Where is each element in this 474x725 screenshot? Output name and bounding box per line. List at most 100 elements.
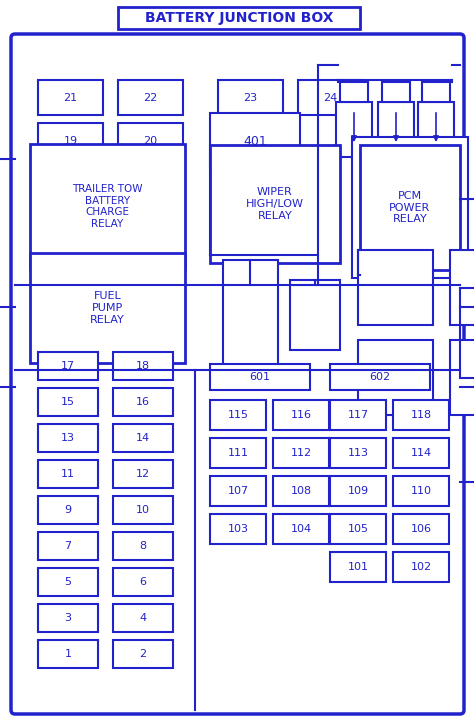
Text: 14: 14 bbox=[136, 433, 150, 443]
Bar bbox=[290, 280, 340, 350]
Text: 17: 17 bbox=[61, 361, 75, 371]
Bar bbox=[393, 476, 449, 506]
Bar bbox=[113, 568, 173, 596]
Bar bbox=[113, 532, 173, 560]
Bar bbox=[330, 438, 386, 468]
Bar bbox=[38, 460, 98, 488]
Text: 24: 24 bbox=[323, 93, 337, 102]
Bar bbox=[273, 438, 329, 468]
Bar bbox=[273, 400, 329, 430]
Bar bbox=[113, 640, 173, 668]
Bar bbox=[210, 113, 300, 168]
Bar bbox=[113, 496, 173, 524]
Bar bbox=[393, 400, 449, 430]
Text: 401: 401 bbox=[243, 135, 267, 147]
Bar bbox=[330, 400, 386, 430]
Bar bbox=[358, 250, 433, 325]
Text: 104: 104 bbox=[291, 524, 311, 534]
Bar bbox=[38, 123, 103, 158]
Bar bbox=[273, 476, 329, 506]
Bar bbox=[330, 364, 430, 390]
Text: 101: 101 bbox=[347, 562, 368, 572]
Bar bbox=[38, 568, 98, 596]
Text: 4: 4 bbox=[139, 613, 146, 623]
Bar bbox=[118, 80, 183, 115]
Text: 110: 110 bbox=[410, 486, 431, 496]
Bar bbox=[378, 102, 414, 157]
Bar bbox=[38, 604, 98, 632]
Bar bbox=[273, 514, 329, 544]
Bar bbox=[118, 123, 183, 158]
Text: 3: 3 bbox=[64, 613, 72, 623]
Text: 18: 18 bbox=[136, 361, 150, 371]
Text: 11: 11 bbox=[61, 469, 75, 479]
Text: 102: 102 bbox=[410, 562, 431, 572]
Text: 601: 601 bbox=[249, 372, 271, 382]
Text: 109: 109 bbox=[347, 486, 369, 496]
Text: 113: 113 bbox=[347, 448, 368, 458]
Bar bbox=[30, 144, 185, 269]
Text: 1: 1 bbox=[64, 649, 72, 659]
Bar bbox=[113, 352, 173, 380]
Text: 16: 16 bbox=[136, 397, 150, 407]
Bar bbox=[358, 340, 433, 415]
Text: WIPER
HIGH/LOW
RELAY: WIPER HIGH/LOW RELAY bbox=[246, 187, 304, 220]
Bar bbox=[330, 476, 386, 506]
Bar bbox=[118, 7, 360, 29]
Bar bbox=[218, 80, 283, 115]
Text: 117: 117 bbox=[347, 410, 369, 420]
Bar bbox=[113, 424, 173, 452]
Text: 106: 106 bbox=[410, 524, 431, 534]
Text: 10: 10 bbox=[136, 505, 150, 515]
Bar bbox=[422, 82, 450, 102]
Text: 105: 105 bbox=[347, 524, 368, 534]
Text: 111: 111 bbox=[228, 448, 248, 458]
Bar bbox=[450, 250, 474, 325]
Bar bbox=[38, 424, 98, 452]
Bar bbox=[360, 145, 460, 270]
Bar bbox=[113, 460, 173, 488]
Bar bbox=[210, 438, 266, 468]
Text: FUEL
PUMP
RELAY: FUEL PUMP RELAY bbox=[90, 291, 125, 325]
Bar bbox=[210, 476, 266, 506]
Bar bbox=[113, 604, 173, 632]
Bar bbox=[330, 514, 386, 544]
Bar bbox=[418, 102, 454, 157]
Bar bbox=[298, 80, 363, 115]
Bar bbox=[352, 137, 468, 278]
Text: 107: 107 bbox=[228, 486, 248, 496]
Bar bbox=[38, 80, 103, 115]
Bar bbox=[38, 388, 98, 416]
Text: TRAILER TOW
BATTERY
CHARGE
RELAY: TRAILER TOW BATTERY CHARGE RELAY bbox=[72, 184, 143, 229]
Text: 23: 23 bbox=[244, 93, 257, 102]
Bar bbox=[336, 102, 372, 157]
Bar bbox=[38, 640, 98, 668]
Text: 2: 2 bbox=[139, 649, 146, 659]
Bar bbox=[393, 438, 449, 468]
Bar bbox=[330, 552, 386, 582]
Bar bbox=[382, 82, 410, 102]
Text: 116: 116 bbox=[291, 410, 311, 420]
Text: 115: 115 bbox=[228, 410, 248, 420]
Text: 21: 21 bbox=[64, 93, 78, 102]
Text: 20: 20 bbox=[144, 136, 157, 146]
Text: 13: 13 bbox=[61, 433, 75, 443]
Text: PCM
POWER
RELAY: PCM POWER RELAY bbox=[389, 191, 430, 224]
Bar bbox=[113, 388, 173, 416]
Text: 6: 6 bbox=[139, 577, 146, 587]
Bar bbox=[210, 514, 266, 544]
Text: 108: 108 bbox=[291, 486, 311, 496]
Text: 5: 5 bbox=[64, 577, 72, 587]
Text: 114: 114 bbox=[410, 448, 431, 458]
Bar bbox=[450, 340, 474, 415]
Text: 9: 9 bbox=[64, 505, 72, 515]
Text: 12: 12 bbox=[136, 469, 150, 479]
Bar bbox=[38, 352, 98, 380]
Bar bbox=[210, 145, 340, 263]
Text: 22: 22 bbox=[143, 93, 158, 102]
Text: 118: 118 bbox=[410, 410, 431, 420]
Bar bbox=[38, 496, 98, 524]
Bar bbox=[393, 514, 449, 544]
Text: BATTERY JUNCTION BOX: BATTERY JUNCTION BOX bbox=[145, 11, 333, 25]
Text: 602: 602 bbox=[369, 372, 391, 382]
